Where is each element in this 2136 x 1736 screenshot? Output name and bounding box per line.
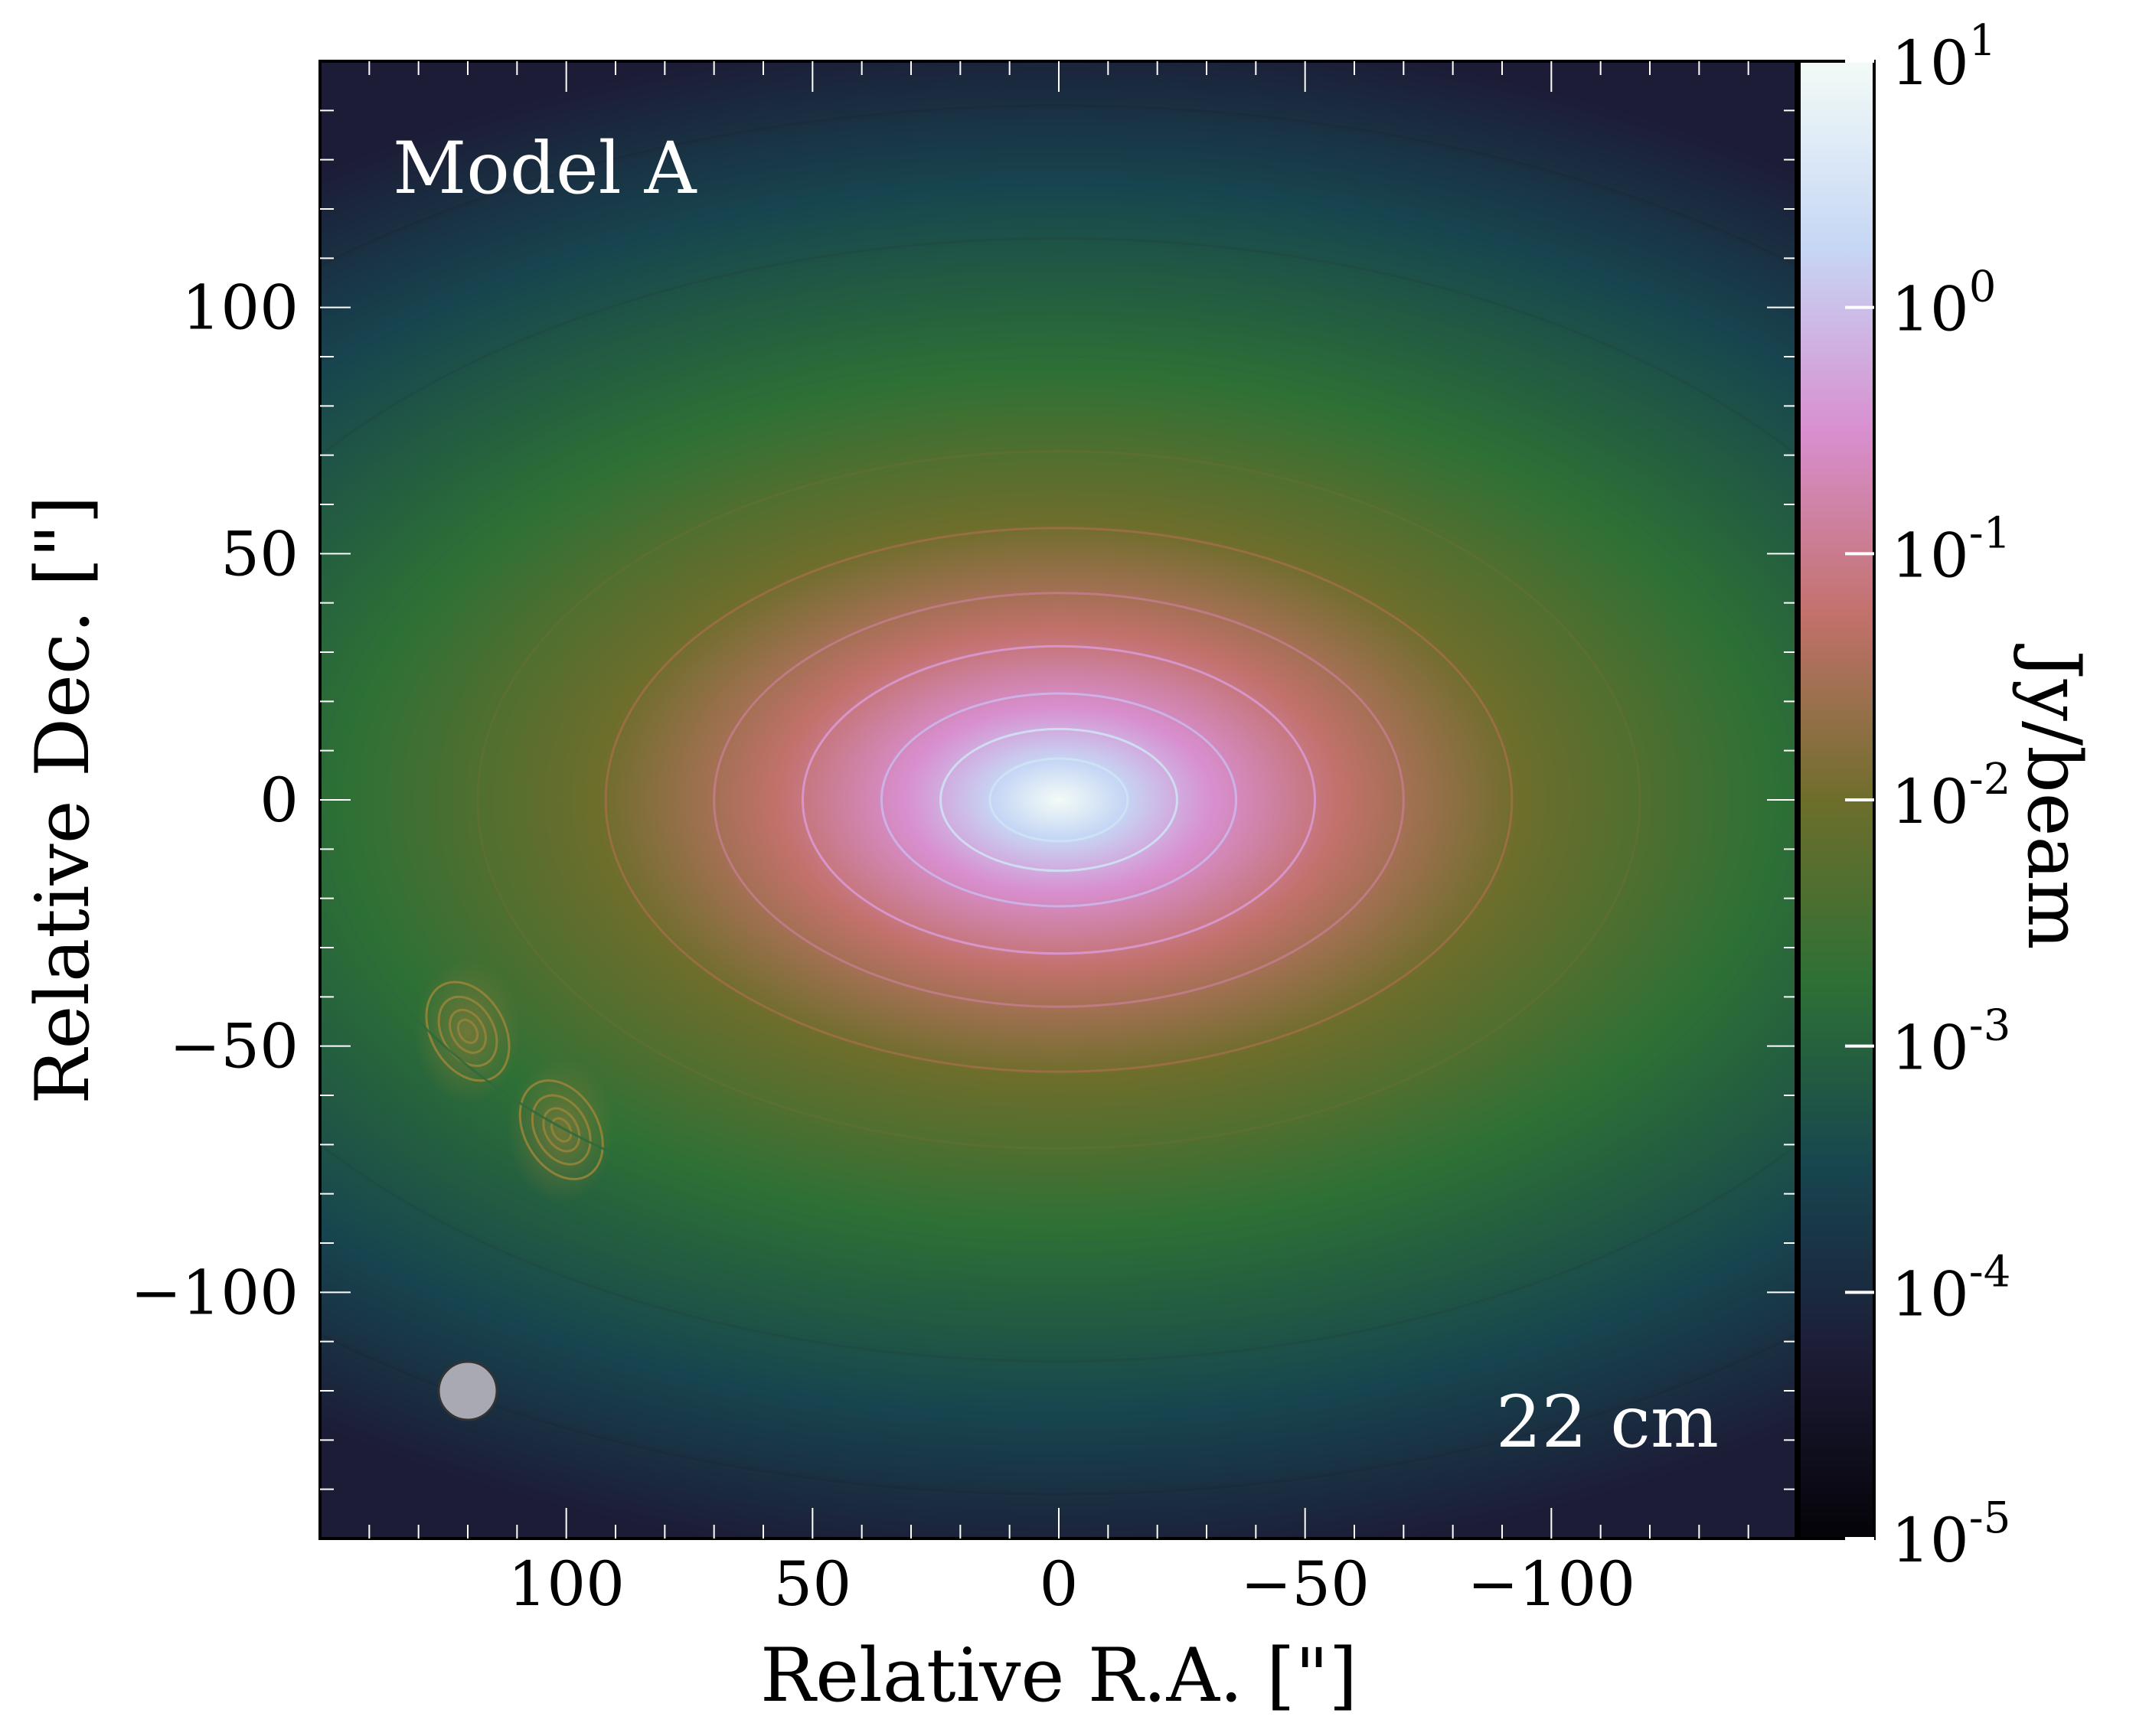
axis-ticks [320,61,1798,1539]
emission-halo [320,61,1798,1539]
y-tick-label: 100 [181,272,299,344]
compact-source-contour [518,1079,604,1180]
contour-level [939,727,1178,873]
contour-level [880,692,1238,908]
colorbar-tick-label: 10-4 [1891,1247,2010,1330]
contour-level [713,592,1405,1008]
axis-tick-labels: 100 50 0 −50 −100 100 50 0 −50 −100 [130,272,1635,1620]
x-tick-label: 0 [1040,1548,1079,1620]
colorbar-tick-label: 10-1 [1891,508,2010,591]
y-tick-label: 0 [260,765,299,836]
colorbar-tick-label: 10-3 [1891,1001,2010,1084]
compact-source-glow [508,1057,616,1203]
beam-ellipse [437,1360,498,1421]
compact-source-contour [437,995,498,1067]
beam [437,1360,498,1421]
x-tick-label: −100 [1467,1548,1635,1620]
contour-level [801,644,1317,955]
compact-source-contour [456,1018,479,1044]
compact-source-contour [550,1117,573,1143]
plot-area [320,61,1798,1539]
contour-level [476,450,1641,1150]
compact-source-contour [531,1094,592,1166]
contour-level [320,355,1798,1245]
colorbar-tick-label: 10-5 [1891,1493,2010,1576]
compact-source-contour [425,981,511,1082]
y-tick-label: 50 [220,518,299,589]
contour-level [320,104,1798,1496]
wavelength-label: 22 cm [1496,1381,1719,1464]
y-tick-label: −50 [169,1011,299,1082]
model-label: Model A [393,127,697,210]
compact-source-contour [542,1107,581,1153]
contour-level [320,237,1798,1362]
contour-lines [320,104,1798,1496]
colorbar-tick-label: 101 [1891,16,1996,99]
colorbar-label: Jy/beam [2011,643,2097,950]
colorbar-tick-label: 10-2 [1891,755,2010,837]
contour-level [988,757,1129,843]
x-tick-label: 50 [773,1548,851,1620]
y-axis-label: Relative Dec. ["] [20,495,106,1105]
source-emission [320,61,1798,1539]
x-axis-label: Relative R.A. ["] [760,1633,1357,1718]
colorbar: 101 100 10-1 10-2 10-3 10-4 10-5 [1795,16,2010,1576]
compact-source-contour [449,1008,487,1054]
x-tick-label: −50 [1240,1548,1370,1620]
y-tick-label: −100 [130,1257,299,1328]
compact-source-glow [414,958,521,1105]
compact-sources [414,958,616,1203]
colorbar-tick-label: 100 [1891,263,1996,345]
contour-level [604,527,1514,1073]
x-tick-label: 100 [508,1548,625,1620]
